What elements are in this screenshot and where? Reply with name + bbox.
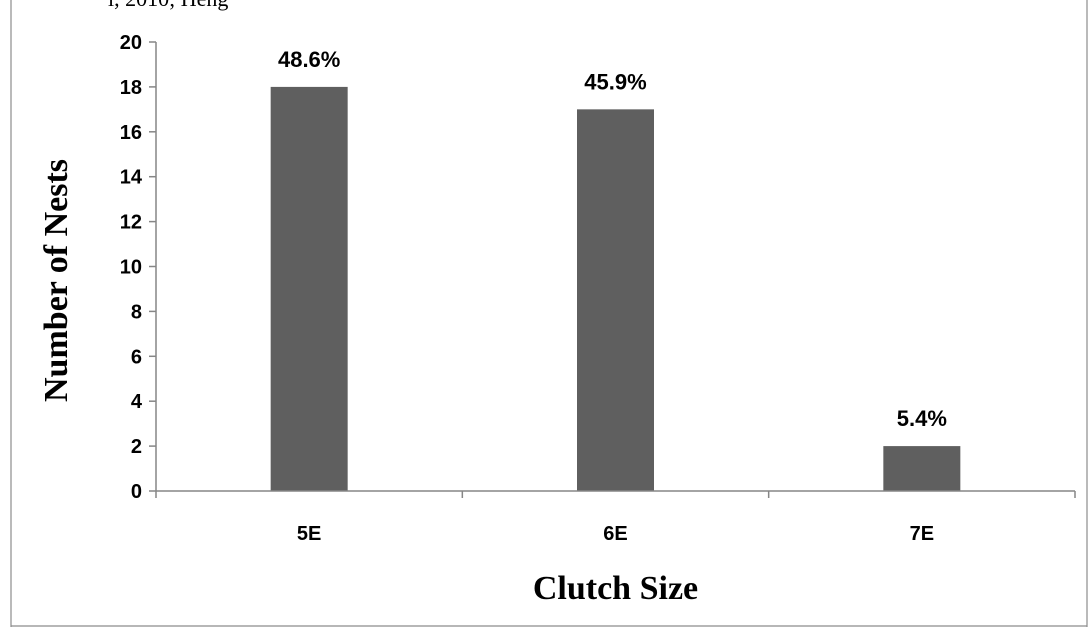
data-label: 45.9% [584, 69, 646, 94]
y-tick-label: 20 [120, 32, 142, 54]
data-labels: 48.6% 45.9% 5.4% [278, 47, 947, 431]
cropped-text-fragment: l, 2010; Heng [108, 0, 228, 11]
chart-border [10, 0, 1088, 627]
bars [270, 86, 961, 492]
y-tick-label: 6 [131, 346, 142, 368]
x-axis-title: Clutch Size [533, 570, 698, 607]
y-tick-label: 2 [131, 436, 142, 458]
bar-7e [883, 446, 961, 491]
y-axis-title: Number of Nests [38, 159, 75, 402]
y-tick-label: 10 [120, 257, 142, 279]
x-axis-ticks: 5E 6E 7E [155, 491, 1076, 545]
x-tick-label: 7E [910, 523, 934, 545]
axes [155, 42, 1075, 492]
y-axis-ticks: 0 2 4 6 8 10 12 14 16 18 20 [120, 32, 156, 503]
y-tick-label: 8 [131, 301, 142, 323]
data-label: 5.4% [897, 406, 947, 431]
y-tick-label: 16 [120, 122, 142, 144]
y-tick-label: 14 [120, 167, 143, 189]
x-tick-label: 6E [603, 523, 627, 545]
y-tick-label: 12 [120, 212, 142, 234]
y-tick-label: 4 [131, 391, 143, 413]
y-tick-label: 0 [131, 481, 142, 503]
y-tick-label: 18 [120, 77, 142, 99]
data-label: 48.6% [278, 47, 340, 72]
bar-6e [577, 109, 654, 491]
x-tick-label: 5E [297, 523, 321, 545]
bar-5e [270, 86, 348, 492]
